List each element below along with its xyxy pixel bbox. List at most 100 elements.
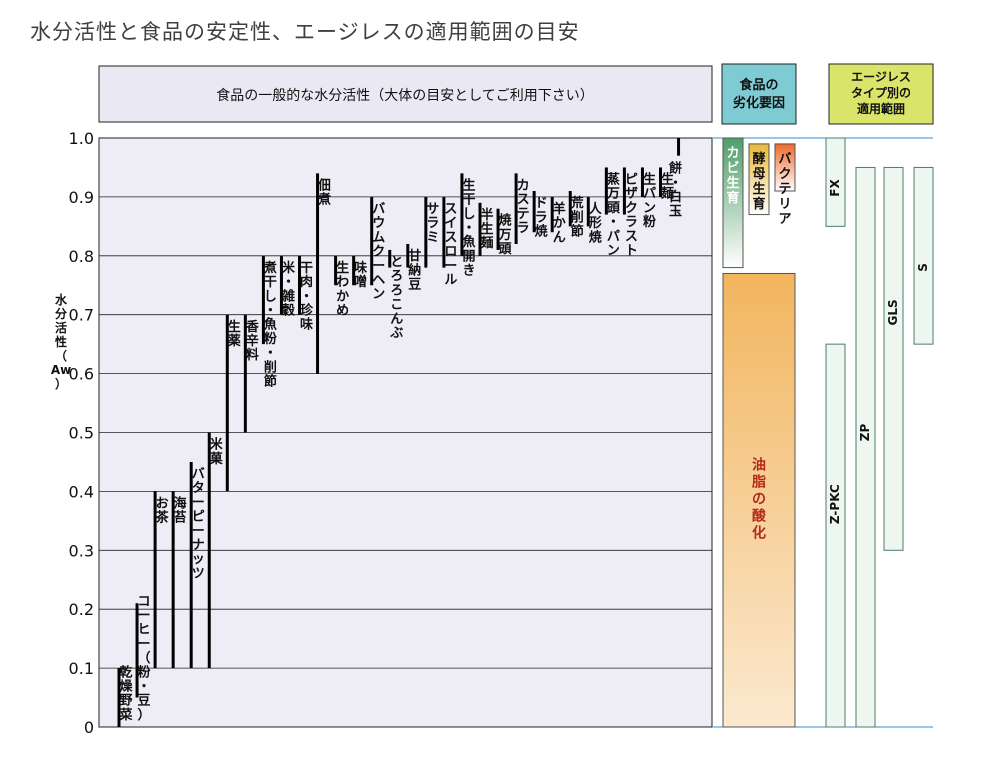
- food-label-char: 荒: [570, 195, 584, 211]
- food-label-char: 茶: [156, 510, 170, 526]
- degradation-label-char: テ: [778, 182, 791, 197]
- food-label-char: ー: [192, 495, 205, 510]
- header-degradation-box: [721, 63, 797, 125]
- header-ageless-line-3: 適用範囲: [857, 101, 905, 116]
- food-label-char: 頭: [607, 201, 621, 216]
- food-label-char: 乾: [119, 664, 132, 680]
- food-label-char: ク: [625, 201, 638, 216]
- food-label-char: タ: [192, 481, 205, 496]
- food-label-char: お: [156, 496, 169, 511]
- y-axis-label-char: Aw: [51, 363, 71, 377]
- header-ageless-line-1: エージレス: [851, 70, 911, 84]
- food-label-char: ピ: [192, 510, 205, 525]
- food-label-char: 麺: [479, 235, 493, 251]
- food-label-char: 干: [300, 261, 313, 276]
- food-label-char: 削: [264, 359, 277, 375]
- ageless-range-bar: [913, 166, 934, 345]
- degradation-label-char: 油: [752, 457, 766, 474]
- food-label-char: め: [336, 303, 349, 318]
- degradation-label-char: 育: [726, 190, 739, 206]
- food-label-char: 麺: [660, 186, 674, 202]
- food-label: 干肉・珍味: [300, 261, 314, 333]
- degradation-bar: [722, 272, 796, 728]
- food-label-char: 味: [354, 260, 367, 276]
- ageless-label: Z-PKC: [828, 484, 842, 524]
- food-label-char: 薬: [227, 333, 242, 349]
- food-label-char: ク: [372, 245, 385, 260]
- food-label-char: ー: [138, 608, 151, 623]
- degradation-label-char: ア: [778, 212, 791, 227]
- food-label-char: ろ: [390, 283, 403, 298]
- food-label-char: 蒸: [607, 172, 620, 188]
- food-label-char: 生: [336, 260, 349, 276]
- degradation-label-char: 生: [726, 175, 739, 191]
- food-label-char: 燥: [119, 678, 133, 694]
- food-label-char: ・: [300, 289, 313, 304]
- food-label-char: ー: [138, 637, 151, 652]
- food-label-char: 辛: [246, 333, 259, 349]
- food-label-char: 削: [571, 209, 584, 225]
- degradation-label-char: バ: [778, 152, 791, 167]
- food-label-char: 珍: [300, 302, 314, 318]
- food-label-char: ・: [607, 215, 620, 230]
- food-label-char: ・: [462, 221, 475, 236]
- food-label-char: わ: [336, 275, 349, 290]
- food-label-char: 生: [480, 221, 493, 237]
- y-tick-label: 0: [84, 718, 94, 737]
- degradation-label-char: 酵: [752, 151, 765, 167]
- food-label-char: 魚: [462, 234, 475, 250]
- food-label-char: 菜: [118, 707, 132, 723]
- degradation-bar: [748, 143, 770, 216]
- food-label-char: ト: [625, 244, 638, 259]
- food-label-char: ・: [264, 346, 277, 361]
- food-label-char: バ: [372, 202, 385, 217]
- food-label-char: 納: [408, 262, 421, 278]
- food-label-char: 苔: [174, 510, 187, 526]
- food-label-char: コ: [138, 594, 151, 609]
- food-label-char: 味: [300, 317, 313, 333]
- food-label-char: ラ: [625, 215, 638, 230]
- y-axis-label-char: 水: [55, 292, 68, 307]
- food-label-char: ・: [282, 275, 295, 290]
- y-axis-label-char: ）: [55, 376, 67, 391]
- food-label-char: 餅: [668, 161, 682, 177]
- food-label-char: ツ: [192, 566, 205, 581]
- food-label-char: ザ: [625, 187, 638, 202]
- food-label-char: か: [336, 289, 349, 304]
- food-label: 焼万頭: [498, 213, 513, 257]
- food-label-char: ラ: [535, 210, 548, 225]
- food-label-char: ぶ: [389, 326, 403, 341]
- degradation-label-char: 化: [752, 525, 766, 542]
- food-label-char: 形: [589, 216, 602, 231]
- food-label-char: ・: [264, 303, 277, 318]
- food-label-char: 米: [210, 437, 224, 453]
- y-tick-label: 0.1: [69, 659, 94, 678]
- food-label-char: こ: [390, 298, 403, 313]
- degradation-label-char: 脂: [751, 474, 766, 491]
- food-label: 生薬: [227, 319, 242, 349]
- ageless-label: ZP: [858, 423, 872, 441]
- food-label-char: 雑: [281, 288, 295, 304]
- food-label-char: ん: [553, 230, 566, 245]
- food-label-char: パ: [607, 229, 620, 244]
- food-label-char: 粉: [138, 664, 151, 680]
- degradation-label-char: ク: [778, 167, 791, 182]
- food-label-char: 白: [669, 189, 682, 205]
- food-label-char: サ: [426, 202, 439, 217]
- food-label-char: （: [138, 650, 151, 666]
- food-label-char: 万: [606, 187, 620, 202]
- food-label: 佃煮: [317, 177, 331, 207]
- food-label-char: 甘: [408, 248, 421, 264]
- food-label-char: ス: [444, 202, 457, 217]
- ageless-range-bar: [883, 166, 904, 551]
- y-axis-label-char: 分: [55, 306, 67, 321]
- food-label: 半生麺: [479, 207, 493, 251]
- food-label-char: 料: [246, 347, 259, 363]
- degradation-label-char: リ: [778, 197, 791, 212]
- food-label-char: ス: [625, 229, 638, 244]
- food-label: 海苔: [174, 495, 187, 525]
- food-label: 味噌: [354, 260, 367, 290]
- food-label-char: 海: [174, 495, 187, 511]
